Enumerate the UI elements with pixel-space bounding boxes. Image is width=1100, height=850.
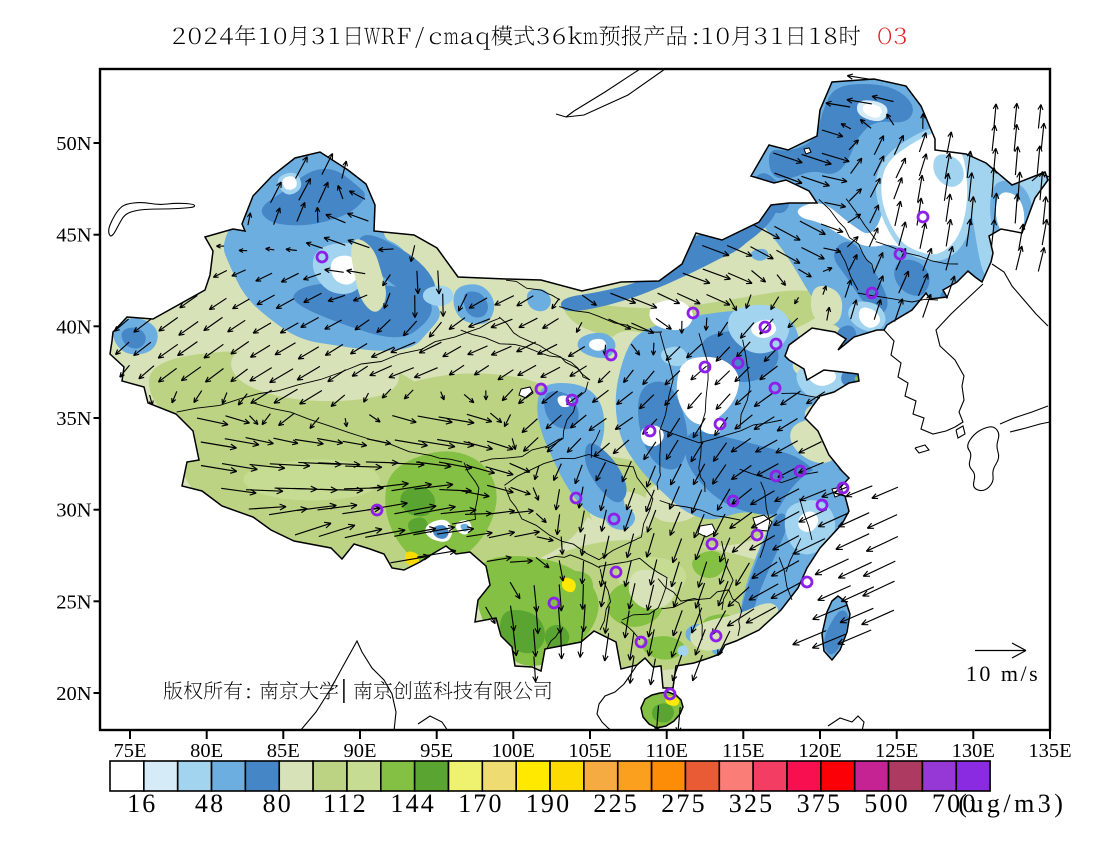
svg-text:35N: 35N [56, 408, 92, 430]
svg-text:16: 16 [127, 789, 157, 818]
svg-text:125E: 125E [875, 740, 918, 762]
svg-text:100E: 100E [492, 740, 535, 762]
svg-text:(ug/m3): (ug/m3) [958, 789, 1066, 818]
svg-text:225: 225 [593, 789, 639, 818]
svg-text:10 m/s: 10 m/s [966, 661, 1040, 686]
svg-text:90E: 90E [343, 740, 376, 762]
svg-text:50N: 50N [56, 133, 92, 155]
svg-text:48: 48 [195, 789, 225, 818]
svg-text:112: 112 [323, 789, 368, 818]
svg-text:80: 80 [263, 789, 293, 818]
svg-text:130E: 130E [952, 740, 995, 762]
svg-text:500: 500 [864, 789, 910, 818]
svg-text:30N: 30N [56, 500, 92, 522]
svg-text:170: 170 [458, 789, 504, 818]
svg-text:115E: 115E [722, 740, 765, 762]
svg-text:144: 144 [390, 789, 436, 818]
svg-text:120E: 120E [798, 740, 841, 762]
svg-text:95E: 95E [420, 740, 453, 762]
svg-text:75E: 75E [113, 740, 146, 762]
svg-text:85E: 85E [267, 740, 300, 762]
svg-text:80E: 80E [190, 740, 223, 762]
svg-text:190: 190 [526, 789, 572, 818]
svg-text:110E: 110E [645, 740, 688, 762]
svg-text:40N: 40N [56, 316, 92, 338]
svg-text:20N: 20N [56, 683, 92, 705]
svg-text:275: 275 [661, 789, 707, 818]
svg-text:25N: 25N [56, 591, 92, 613]
svg-text:45N: 45N [56, 225, 92, 247]
svg-text:325: 325 [729, 789, 775, 818]
svg-text:105E: 105E [568, 740, 611, 762]
svg-text:135E: 135E [1028, 740, 1071, 762]
svg-text:375: 375 [797, 789, 843, 818]
svg-text:700: 700 [932, 789, 978, 818]
